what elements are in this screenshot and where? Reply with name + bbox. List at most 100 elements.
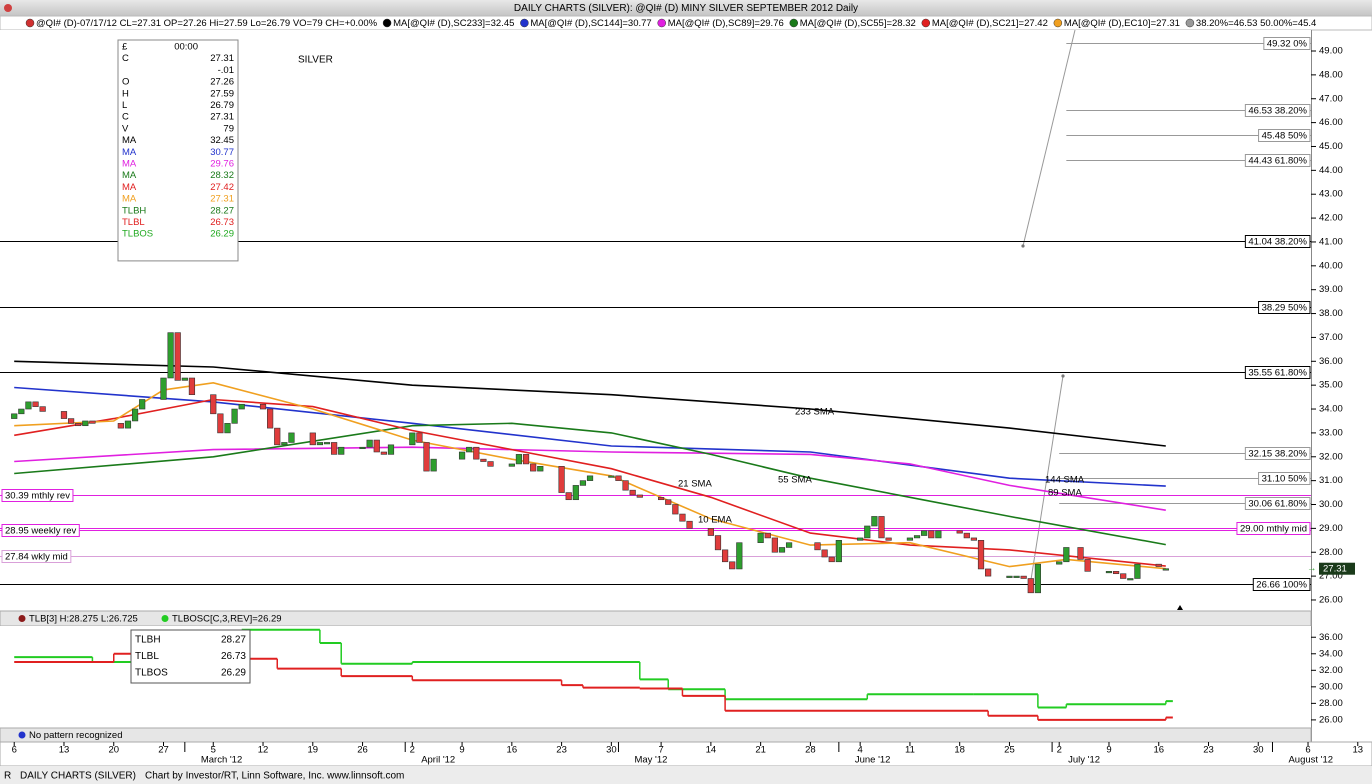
x-tick-label: 2 [1057,745,1062,756]
info-box: £00:00C 27.31-.01O 27.26H 27.59L 26.79C 27.31… [117,39,239,262]
indicator-icon[interactable] [18,615,26,622]
x-tick-label: 9 [459,745,464,756]
info-value: 27.59 [210,88,234,99]
candle [323,442,331,445]
candle [977,540,985,570]
window-button[interactable] [4,4,12,12]
legend-entry: @QI# (D)-07/17/12 CL=27.31 OP=27.26 Hi=2… [36,18,378,29]
level-label-box [1244,154,1311,167]
info-label: MA [122,182,137,193]
info-label: TLBL [122,217,145,228]
level-label-box [1244,366,1311,379]
ma-label: 55 SMA [778,475,812,486]
legend-swatch [657,18,666,28]
candle [274,427,281,446]
x-axis [0,741,1372,767]
candle [487,461,494,467]
candle [572,485,579,501]
x-tick-label: 14 [706,745,717,756]
legend-swatch [789,18,799,28]
candle [871,516,878,527]
indicator-title: TLB[3] H:28.275 L:26.725 [29,614,138,625]
info-label: TLBOS [122,229,153,240]
candle [380,451,387,455]
candle [373,439,380,453]
info-label: MA [122,135,137,146]
legend-swatch [25,18,35,28]
x-tick-label: 28 [805,745,816,756]
candle [480,458,487,462]
level-label-box [1,550,72,563]
x-tick-label: 27 [158,745,169,756]
legend-swatch [1053,18,1063,28]
x-tick-label: 13 [1352,745,1363,756]
x-tick-label: 16 [507,745,518,756]
y-tick-label: 31.00 [1319,475,1343,486]
info-label: MA [122,194,137,205]
candle [935,530,942,539]
legend-swatch [382,18,392,28]
candle [1105,571,1113,574]
legend-entry: MA[@QI# (D),SC55]=28.32 [800,18,916,29]
y-tick-label: 41.00 [1319,236,1343,247]
x-tick-label: 23 [556,745,567,756]
candle [1134,563,1141,579]
legend-entry: 38.20%=46.53 50.00%=45.4 [1196,18,1316,29]
candle [217,413,224,434]
level-label: 44.43 61.80% [1248,156,1307,167]
info-label: O [122,77,129,88]
y-tick-label: 34.00 [1319,404,1343,415]
info-value: -.01 [218,65,234,76]
candle [75,423,82,427]
candle [778,547,786,553]
candle [117,423,124,429]
footer-credit: Chart by Investor/RT, Linn Software, Inc… [145,771,404,782]
candle [60,411,68,419]
candle [558,466,565,493]
candle [281,442,288,446]
candle [131,408,139,422]
info-value: 27.42 [210,182,234,193]
indicator-icon[interactable] [161,615,169,622]
candle [1162,568,1169,571]
candle [956,530,963,534]
y-tick-label: 48.00 [1319,69,1343,80]
candle [707,528,714,536]
x-tick-label: 18 [954,745,965,756]
price-tag-label: 27.31 [1323,564,1347,575]
info-label: £ [122,42,128,53]
info-value: 27.31 [210,112,234,123]
info-value: 26.79 [210,100,234,111]
y-tick-label: 36.00 [1319,356,1343,367]
pattern-icon[interactable] [18,731,26,739]
y-tick-label: 35.00 [1319,380,1343,391]
candle [18,408,25,415]
indicator-scale: 26.00 28.00 30.00 32.00 34.00 36.00 [1311,632,1343,725]
x-tick-label: 6 [12,745,17,756]
x-tick-label: 30 [1253,745,1264,756]
info-label: L [122,100,127,111]
info-value: 79 [223,123,234,134]
level-label: 26.66 100% [1256,580,1307,591]
candle [878,516,885,539]
info-box-frame [117,39,239,262]
candle [508,463,515,467]
level-label-box [1252,578,1311,591]
candle [1084,559,1091,572]
info-label: H [122,88,129,99]
level-label-box [1258,301,1311,314]
level-label-box [1263,37,1311,50]
window-title: DAILY CHARTS (SILVER): @QI# (D) MINY SIL… [514,3,858,14]
info-value: 26.29 [210,229,234,240]
level-label: 27.84 wkly mid [5,552,68,563]
info-value: 27.31 [210,194,234,205]
footer-logo: R [4,771,11,782]
candle [288,432,295,443]
level-label: 41.04 38.20% [1248,237,1307,248]
info-label: MA [122,159,137,170]
y-tick-label: 30.00 [1319,681,1343,692]
indicator-box-value: 26.73 [221,651,246,662]
y-tick-label: 36.00 [1319,632,1343,643]
candle [309,432,316,446]
